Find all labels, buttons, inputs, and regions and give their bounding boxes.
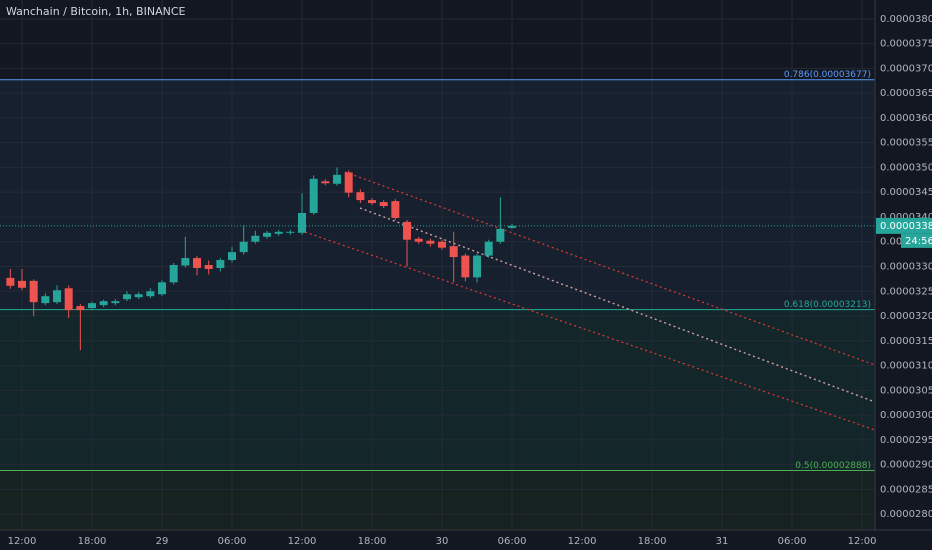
countdown-box [901,233,932,248]
candle-body [309,178,318,213]
x-tick-label: 12:00 [568,536,597,547]
candle-body [298,212,307,233]
fib-label: 0.786(0.00003677) [784,70,871,80]
chart-title: Wanchain / Bitcoin, 1h, BINANCE [6,5,186,18]
candle-body [274,231,283,234]
candle-body [29,280,38,303]
x-tick-label: 18:00 [638,536,667,547]
candle-body [403,221,412,240]
candle-body [473,255,482,278]
fib-label: 0.5(0.00002888) [795,461,871,471]
candle-body [321,181,330,184]
x-tick-label: 30 [436,536,449,547]
candle-body [333,174,342,184]
candle-body [496,228,505,242]
candle-body [41,296,50,304]
fib-label: 0.618(0.00003213) [784,300,871,310]
candle-body [508,225,517,228]
fib-band [0,470,875,530]
x-tick-label: 06:00 [218,536,247,547]
candle-body [379,202,388,207]
candle-body [344,172,353,193]
candle-body [368,200,377,204]
x-tick-label: 06:00 [778,536,807,547]
candle-body [426,240,435,244]
candle-body [356,192,365,201]
candle-body [251,235,260,242]
x-tick-label: 18:00 [358,536,387,547]
candle-body [18,280,27,288]
candle-body [134,294,143,298]
last-price-box [876,217,932,234]
candle-body [111,301,120,304]
candle-body [449,246,458,258]
channel-middle [359,207,876,403]
candle-body [414,238,423,242]
x-tick-label: 29 [156,536,169,547]
candle-body [204,265,213,269]
candle-body [6,277,15,286]
x-tick-label: 12:00 [8,536,37,547]
candle-body [169,265,178,283]
candle-body [193,258,202,268]
channel-upper [344,171,876,366]
y-tick-label: 0.00003800 [880,14,932,25]
candle-body [228,252,237,261]
countdown-label: 24:56 [905,236,932,247]
candle-body [391,201,400,218]
candle-body [484,241,493,256]
candle-body [263,232,272,237]
candle-body [64,288,73,311]
x-tick-label: 18:00 [78,536,107,547]
fib-band [0,79,875,310]
x-tick-label: 31 [716,536,729,547]
candle-body [53,290,62,303]
candle-body [438,241,447,248]
candle-body [461,255,470,278]
channel-lower [304,231,876,431]
candle-body [88,303,97,309]
candle-body [158,282,167,295]
candle-body [123,294,132,300]
candle-body [239,241,248,253]
x-tick-label: 12:00 [848,536,877,547]
x-tick-label: 12:00 [288,536,317,547]
candle-body [146,291,155,297]
candle-body [286,231,295,233]
x-tick-label: 06:00 [498,536,527,547]
candle-body [76,306,85,311]
candle-body [99,301,108,306]
candle-body [216,260,225,268]
candle-body [181,258,190,266]
